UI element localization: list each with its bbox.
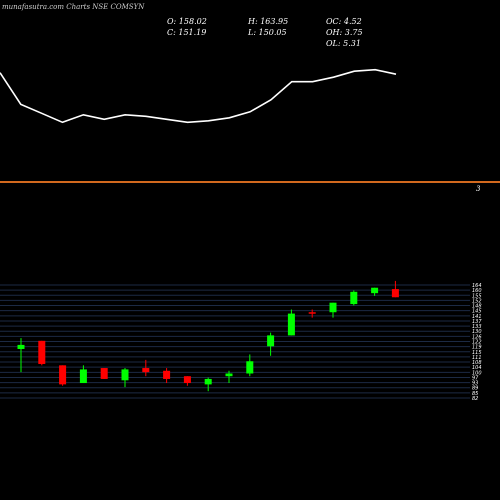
candle-body: [287, 313, 295, 336]
y-tick-label: 152: [472, 298, 482, 304]
y-tick-label: 141: [472, 314, 482, 320]
candle-body: [121, 369, 129, 381]
indicator-line: [0, 68, 397, 124]
y-tick-label: 82: [472, 396, 478, 402]
y-tick-label: 164: [472, 283, 482, 289]
y-tick-label: 111: [472, 355, 482, 361]
y-tick-label: 133: [472, 324, 482, 330]
divider-label: 3: [476, 185, 481, 193]
candle-body: [267, 335, 275, 347]
candle-body: [183, 376, 191, 384]
y-tick-label: 122: [472, 340, 482, 346]
open-label: O: 158.02: [167, 17, 207, 26]
candle-body: [225, 373, 233, 377]
y-tick-label: 148: [472, 304, 482, 310]
oc-label: OC: 4.52: [326, 17, 362, 26]
y-tick-label: 100: [472, 370, 482, 376]
y-tick-label: 126: [472, 334, 482, 340]
close-label: C: 151.19: [167, 28, 207, 37]
y-tick-label: 130: [472, 329, 482, 335]
panel-divider: [0, 181, 500, 183]
oh-label: OH: 3.75: [326, 28, 363, 37]
candle-body: [163, 370, 171, 379]
y-tick-label: 89: [472, 386, 478, 392]
candle-body: [246, 361, 254, 374]
y-tick-label: 115: [472, 350, 482, 356]
candle-body: [371, 287, 379, 294]
y-tick-label: 145: [472, 309, 482, 315]
candle-body: [391, 289, 399, 298]
y-tick-label: 93: [472, 381, 478, 387]
candle-body: [204, 378, 212, 385]
candle-body: [100, 368, 108, 379]
low-label: L: 150.05: [248, 28, 287, 37]
y-tick-label: 160: [472, 288, 482, 294]
candle-body: [142, 368, 150, 373]
candle-body: [38, 340, 46, 364]
y-tick-label: 104: [472, 365, 482, 371]
y-tick-label: 155: [472, 293, 482, 299]
y-tick-label: 119: [472, 345, 482, 351]
ol-label: OL: 5.31: [326, 39, 361, 48]
candle-body: [59, 365, 67, 385]
candle-body: [17, 344, 25, 349]
y-tick-label: 85: [472, 391, 478, 397]
high-label: H: 163.95: [248, 17, 289, 26]
candle-body: [79, 369, 87, 384]
y-tick-label: 137: [472, 319, 482, 325]
candle-body: [350, 291, 358, 305]
y-tick-label: 108: [472, 360, 482, 366]
candle-body: [308, 312, 316, 314]
watermark: munafasutra.com Charts NSE COMSYN: [2, 3, 145, 11]
y-tick-label: 97: [472, 375, 479, 381]
candle-body: [329, 302, 337, 313]
